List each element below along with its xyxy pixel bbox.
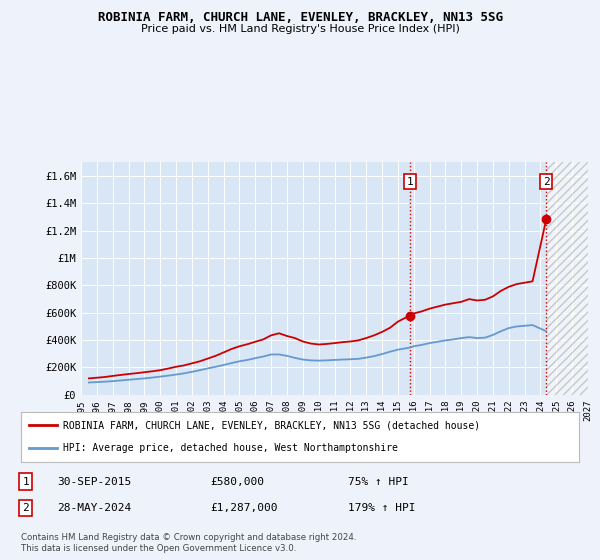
Text: 1: 1 <box>406 176 413 186</box>
Text: 2: 2 <box>22 503 29 513</box>
Text: £580,000: £580,000 <box>210 477 264 487</box>
Text: 179% ↑ HPI: 179% ↑ HPI <box>348 503 415 513</box>
Text: ROBINIA FARM, CHURCH LANE, EVENLEY, BRACKLEY, NN13 5SG: ROBINIA FARM, CHURCH LANE, EVENLEY, BRAC… <box>97 11 503 24</box>
Text: 28-MAY-2024: 28-MAY-2024 <box>57 503 131 513</box>
Text: 75% ↑ HPI: 75% ↑ HPI <box>348 477 409 487</box>
Text: Contains HM Land Registry data © Crown copyright and database right 2024.
This d: Contains HM Land Registry data © Crown c… <box>21 533 356 553</box>
Text: 2: 2 <box>543 176 550 186</box>
Text: 30-SEP-2015: 30-SEP-2015 <box>57 477 131 487</box>
Text: 1: 1 <box>22 477 29 487</box>
Bar <box>547 162 588 395</box>
Text: HPI: Average price, detached house, West Northamptonshire: HPI: Average price, detached house, West… <box>63 444 398 454</box>
Text: ROBINIA FARM, CHURCH LANE, EVENLEY, BRACKLEY, NN13 5SG (detached house): ROBINIA FARM, CHURCH LANE, EVENLEY, BRAC… <box>63 420 480 430</box>
Text: £1,287,000: £1,287,000 <box>210 503 277 513</box>
Text: Price paid vs. HM Land Registry's House Price Index (HPI): Price paid vs. HM Land Registry's House … <box>140 24 460 34</box>
